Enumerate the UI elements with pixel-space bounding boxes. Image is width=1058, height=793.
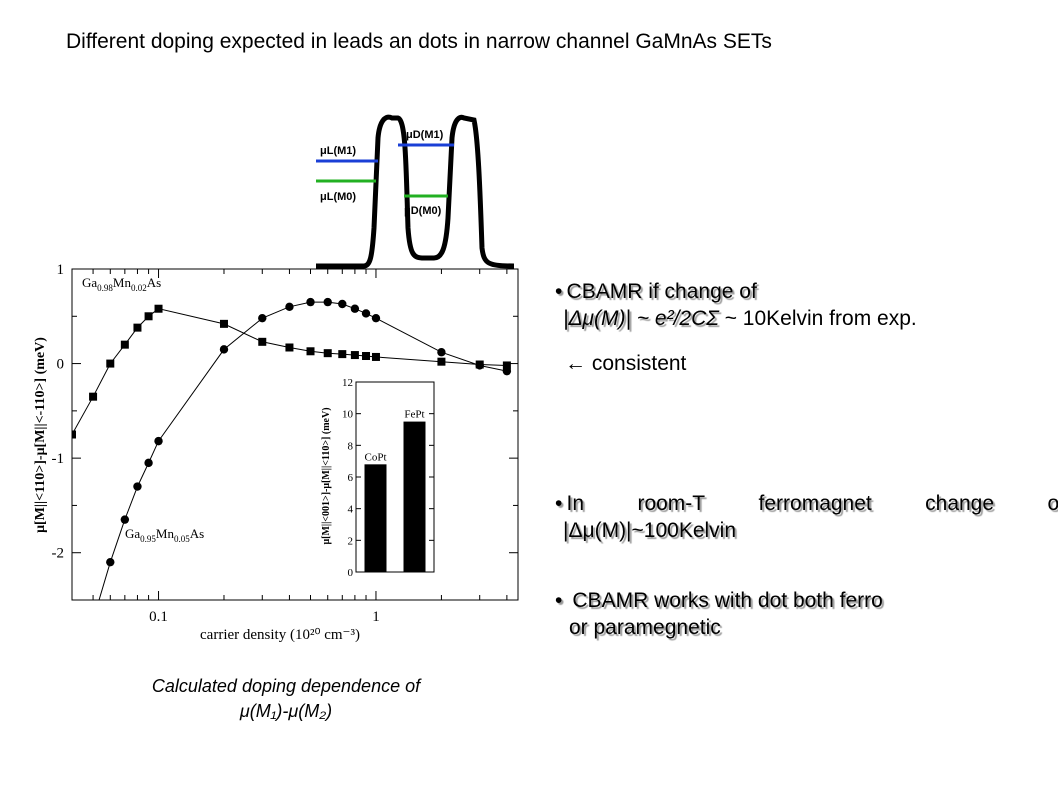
muD-M0-label: μD(M0) bbox=[404, 205, 442, 217]
data-point-square bbox=[219, 319, 228, 328]
bullet-2-line-2: |Δμ(M)|~100Kelvin bbox=[563, 519, 737, 542]
inset-bar-chart: 0 2 4 6 8 10 12 CoPt FePt μ[M||<001>]-μ[M||<110… bbox=[312, 376, 438, 584]
inset-y-axis-label: μ[M||<001>]-μ[M||<110>] (meV) bbox=[321, 407, 332, 544]
x-axis-label: carrier density (10²⁰ cm⁻³) bbox=[200, 627, 360, 643]
annotation-ga095: Ga0.95Mn0.05As bbox=[125, 526, 204, 544]
data-point-circle bbox=[338, 299, 347, 309]
y-tick-label: 0 bbox=[57, 357, 65, 373]
data-point-square bbox=[502, 361, 511, 370]
data-point-square bbox=[144, 312, 153, 321]
potential-profile bbox=[316, 114, 514, 269]
inset-y-tick-label: 4 bbox=[348, 504, 354, 516]
slide-title: Different doping expected in leads an do… bbox=[66, 30, 772, 53]
data-point-square bbox=[306, 347, 315, 356]
data-point-square bbox=[154, 304, 163, 313]
data-point-square bbox=[350, 351, 359, 360]
caption-line-2: μ(M₁)-μ(M₂) bbox=[239, 701, 333, 721]
bullet-1-line-3: ← consistent bbox=[565, 352, 687, 375]
data-point-circle bbox=[258, 313, 267, 323]
series-group bbox=[72, 304, 511, 439]
bullet-cbamr-change: • CBAMR if change of |Δμ(M)| ~ e²/2CΣ ~ 1… bbox=[555, 278, 917, 377]
inset-y-tick-label: 0 bbox=[348, 567, 354, 579]
data-point-circle bbox=[350, 304, 360, 313]
inset-y-tick-label: 10 bbox=[342, 409, 354, 421]
muD-M1-label: μD(M1) bbox=[406, 129, 444, 141]
data-point-circle bbox=[120, 515, 130, 524]
x-tick-label: 0.1 bbox=[149, 609, 168, 625]
data-point-circle bbox=[437, 348, 446, 357]
bullet-3-line-1: • CBAMR works with dot both ferro bbox=[555, 589, 883, 612]
bar-fept bbox=[403, 421, 426, 572]
data-point-circle bbox=[371, 313, 381, 323]
data-point-circle bbox=[144, 458, 153, 468]
series-line bbox=[98, 301, 508, 600]
energy-level-diagram: μL(M1) μD(M1) μL(M0) μD(M0) bbox=[306, 108, 514, 270]
inset-y-tick-label: 12 bbox=[342, 377, 353, 389]
inset-y-tick-label: 6 bbox=[348, 472, 354, 484]
data-point-square bbox=[89, 392, 98, 401]
y-tick-label: -2 bbox=[52, 546, 65, 562]
doping-dependence-chart: 10-1-20.1 1 Ga0.98Mn0.02As Ga0.95Mn0.05As… bbox=[33, 262, 519, 643]
data-point-circle bbox=[133, 482, 142, 491]
inset-y-tick-label: 2 bbox=[348, 535, 354, 547]
data-point-circle bbox=[361, 309, 371, 318]
series-group bbox=[98, 297, 512, 600]
data-point-circle bbox=[502, 366, 512, 376]
figure-caption: Calculated doping dependence of μ(M₁)-μ(… bbox=[100, 674, 472, 724]
data-point-square bbox=[323, 349, 332, 358]
data-point-circle bbox=[106, 557, 115, 567]
y-tick-label: 1 bbox=[57, 262, 65, 278]
bullet-3-line-2: or paramegnetic bbox=[569, 616, 721, 639]
data-point-square bbox=[338, 350, 347, 359]
caption-line-1: Calculated doping dependence of bbox=[151, 676, 421, 696]
y-tick-label: -1 bbox=[52, 451, 65, 467]
annotation-ga098: Ga0.98Mn0.02As bbox=[82, 275, 161, 293]
data-point-square bbox=[285, 343, 294, 352]
bar-label-copt: CoPt bbox=[364, 451, 386, 463]
bullet-1-line-1: • CBAMR if change of bbox=[555, 280, 757, 303]
bar-copt bbox=[364, 464, 387, 572]
data-point-circle bbox=[219, 345, 229, 354]
data-point-square bbox=[133, 323, 142, 332]
data-point-square bbox=[437, 357, 446, 366]
data-point-circle bbox=[306, 297, 315, 307]
y-axis-label: μ[M||<110>]-μ[M||<-110>] (meV) bbox=[33, 337, 48, 533]
data-point-circle bbox=[475, 361, 484, 370]
x-tick-label: 1 bbox=[372, 609, 380, 625]
muL-M0-label: μL(M0) bbox=[320, 191, 356, 203]
bullet-2-line-1: •In room-T ferromagnet change of bbox=[555, 492, 1058, 515]
bullet-1-line-2: |Δμ(M)| ~ e²/2CΣ ~ 10Kelvin from exp. bbox=[563, 307, 917, 330]
data-point-circle bbox=[154, 436, 163, 446]
plot-frame bbox=[71, 268, 519, 601]
data-point-square bbox=[106, 359, 115, 368]
data-point-square bbox=[362, 352, 371, 361]
data-point-circle bbox=[285, 302, 294, 312]
data-point-square bbox=[120, 340, 129, 349]
bar-label-fept: FePt bbox=[404, 409, 424, 421]
data-point-square bbox=[258, 337, 267, 346]
inset-y-tick-label: 8 bbox=[348, 440, 354, 452]
bullet-cbamr-works: • CBAMR works with dot both ferro or par… bbox=[555, 587, 883, 641]
data-point-circle bbox=[323, 297, 332, 307]
data-point-square bbox=[72, 430, 76, 439]
data-point-square bbox=[371, 352, 380, 361]
bullet-room-t: •In room-T ferromagnet change of |Δμ(M)|… bbox=[555, 490, 1058, 544]
muL-M1-label: μL(M1) bbox=[320, 145, 356, 157]
